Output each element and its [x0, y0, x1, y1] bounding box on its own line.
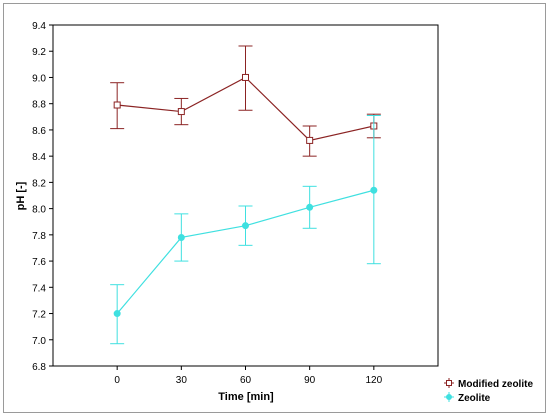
y-tick-label: 7.2 [32, 310, 46, 321]
data-point [242, 222, 249, 230]
legend-label: Zeolite [458, 393, 491, 404]
data-point [370, 186, 378, 194]
data-point [242, 73, 249, 81]
data-point [306, 203, 314, 211]
y-tick-label: 8.4 [32, 152, 46, 163]
y-tick-label: 7.0 [32, 336, 46, 347]
y-tick-label: 7.8 [32, 231, 46, 242]
data-point [306, 136, 314, 144]
y-tick-label: 8.0 [32, 205, 46, 216]
legend-item: Modified zeolite [444, 378, 533, 390]
y-tick-label: 9.2 [32, 47, 46, 58]
x-tick-label: 0 [114, 375, 120, 386]
y-tick-label: 8.6 [32, 126, 46, 137]
x-tick-label: 30 [176, 375, 188, 386]
data-point [177, 108, 185, 116]
y-tick-label: 9.4 [32, 21, 46, 32]
y-tick-label: 8.8 [32, 100, 46, 111]
data-point [177, 233, 185, 241]
x-tick-label: 120 [365, 375, 382, 386]
legend-marker [446, 380, 452, 386]
series-zeolite [110, 114, 381, 345]
legend-marker [446, 394, 452, 400]
x-tick-label: 90 [304, 375, 316, 386]
x-tick-label: 60 [240, 375, 252, 386]
legend-item: Zeolite [444, 392, 491, 404]
series-layer [110, 45, 381, 345]
legend-label: Modified zeolite [458, 379, 533, 390]
y-axis: 6.8 7.0 7.2 7.4 7.6 7.8 8.0 8.2 8.4 8.6 8.8 9.0 9.2 9… [32, 21, 53, 373]
x-axis: 0 30 60 90 120 [114, 366, 383, 386]
y-tick-label: 7.4 [32, 283, 46, 294]
y-tick-label: 8.2 [32, 178, 46, 189]
y-tick-label: 7.6 [32, 257, 46, 268]
x-axis-label: Time [min] [218, 391, 274, 403]
y-tick-label: 6.8 [32, 362, 46, 373]
data-point [113, 310, 121, 318]
y-axis-label: pH [-] [15, 181, 27, 210]
y-tick-label: 9.0 [32, 73, 46, 84]
data-point [113, 101, 121, 109]
legend: Modified zeolite Zeolite [444, 378, 533, 404]
